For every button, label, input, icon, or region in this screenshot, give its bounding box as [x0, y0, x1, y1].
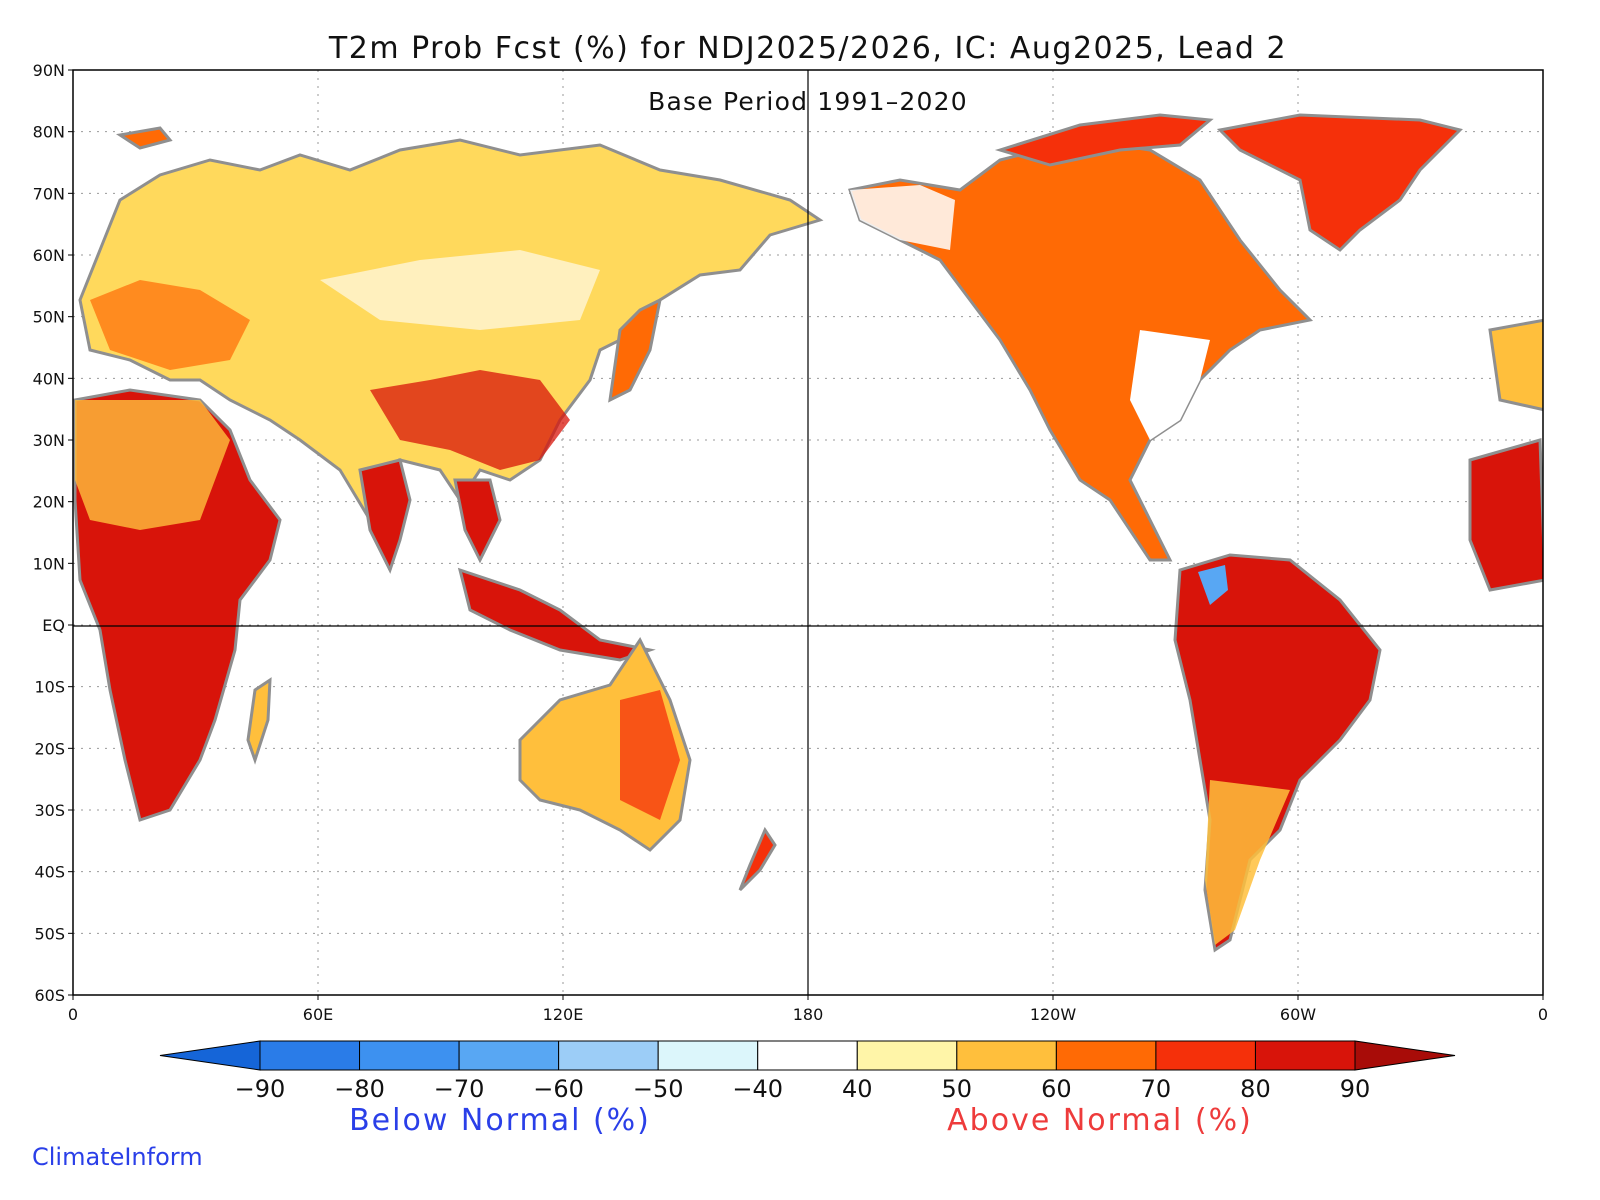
- colorbar-tick-label: 50: [942, 1075, 973, 1103]
- colorbar-swatch: [757, 1040, 858, 1071]
- lon-label: 60W: [1280, 1005, 1316, 1024]
- colorbar-legend: [159, 1040, 1456, 1071]
- colorbar-swatch: [1155, 1040, 1256, 1071]
- colorbar-tick-label: −80: [334, 1075, 385, 1103]
- lon-label: 120E: [543, 1005, 584, 1024]
- colorbar-tick-labels: −90 −80 −70 −60 −50 −40 40 50 60 70 80 90: [235, 1075, 1371, 1103]
- colorbar-swatch: [856, 1040, 958, 1071]
- lat-label: 60S: [34, 986, 65, 1005]
- longitude-axis: 0 60E 120E 180 120W 60W 0: [68, 995, 1548, 1024]
- colorbar-swatch: [458, 1040, 560, 1071]
- eurasia-land: [78, 138, 824, 571]
- lat-label: 10N: [33, 554, 65, 573]
- map-area: [73, 70, 1543, 995]
- colorbar-left-arrow: [159, 1040, 261, 1071]
- southeast-asia-land: [453, 478, 502, 564]
- south-america-south-warm: [1205, 780, 1290, 945]
- continents: [73, 113, 1543, 953]
- svalbard-land: [115, 126, 173, 150]
- colorbar-tick-label: 80: [1240, 1075, 1271, 1103]
- colorbar-tick-label: −70: [434, 1075, 485, 1103]
- lon-label: 0: [1538, 1005, 1548, 1024]
- colorbar-swatch: [1055, 1040, 1157, 1071]
- above-normal-label: Above Normal (%): [947, 1103, 1253, 1138]
- lon-label: 180: [793, 1005, 824, 1024]
- equator-and-dateline: [73, 70, 1543, 995]
- colorbar-swatch: [956, 1040, 1057, 1071]
- colorbar-tick-label: 60: [1041, 1075, 1072, 1103]
- europe-hot: [90, 280, 250, 370]
- colombia-cool: [1198, 565, 1228, 605]
- arctic-islands-land: [994, 113, 1214, 167]
- australia-east-hot: [620, 690, 680, 820]
- west-africa-right-land: [1468, 438, 1543, 592]
- lat-label: 30S: [34, 801, 65, 820]
- colorbar-swatch: [657, 1040, 759, 1071]
- credit-label: ClimateInform: [32, 1143, 203, 1171]
- lon-label: 120W: [1030, 1005, 1077, 1024]
- colorbar-tick-label: −60: [533, 1075, 584, 1103]
- lat-label: 60N: [33, 246, 65, 265]
- eastern-us-white: [1130, 330, 1210, 440]
- colorbar-tick-label: 90: [1340, 1075, 1371, 1103]
- lat-label: 40N: [33, 369, 65, 388]
- new-zealand-land: [738, 826, 777, 892]
- north-africa-warm: [75, 400, 230, 530]
- colorbar-tick-label: −50: [633, 1075, 684, 1103]
- colorbar-tick-label: 40: [842, 1075, 873, 1103]
- lat-label: 10S: [34, 678, 65, 697]
- lat-label: 20N: [33, 493, 65, 512]
- iberia-right-land: [1488, 318, 1543, 412]
- japan-land: [608, 297, 663, 403]
- colorbar-swatch: [259, 1040, 361, 1071]
- map-title: T2m Prob Fcst (%) for NDJ2025/2026, IC: …: [328, 31, 1287, 66]
- below-normal-label: Below Normal (%): [349, 1103, 651, 1138]
- lat-label: 50N: [33, 308, 65, 327]
- lat-label: 80N: [33, 123, 65, 142]
- colorbar-swatch: [558, 1040, 659, 1071]
- asia-hot: [370, 370, 570, 470]
- greenland-land: [1216, 113, 1463, 252]
- alaska-white: [850, 185, 955, 250]
- lat-label: 30N: [33, 431, 65, 450]
- lon-label: 0: [68, 1005, 78, 1024]
- colorbar-swatch: [359, 1040, 460, 1071]
- lat-label: 40S: [34, 863, 65, 882]
- colorbar-swatch: [1254, 1040, 1356, 1071]
- lon-label: 60E: [303, 1005, 333, 1024]
- colorbar-tick-label: −40: [732, 1075, 783, 1103]
- colorbar-right-arrow: [1354, 1040, 1456, 1071]
- lat-label: 50S: [34, 924, 65, 943]
- colorbar-tick-label: 70: [1141, 1075, 1172, 1103]
- lat-label: 90N: [33, 61, 65, 80]
- lat-label: EQ: [42, 616, 65, 635]
- madagascar-land: [246, 677, 272, 765]
- india-land: [358, 458, 412, 574]
- latitude-axis: 90N 80N 70N 60N 50N 40N 30N 20N 10N EQ 10S 20S 30S 40…: [33, 61, 73, 1005]
- colorbar-tick-label: −90: [235, 1075, 286, 1103]
- lat-label: 70N: [33, 184, 65, 203]
- siberia-warm: [320, 250, 600, 330]
- base-period-label: Base Period 1991–2020: [648, 87, 968, 116]
- lat-label: 20S: [34, 739, 65, 758]
